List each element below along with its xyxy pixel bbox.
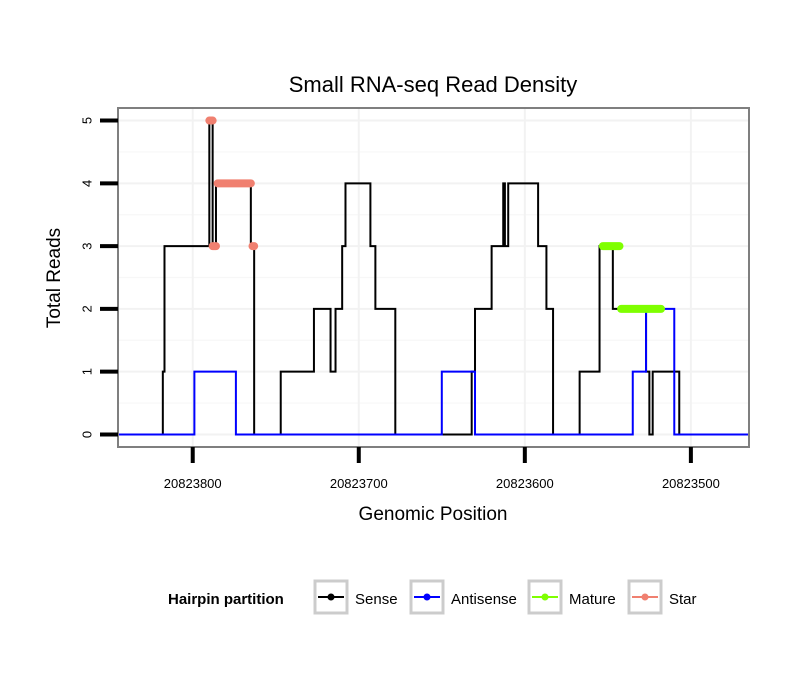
x-tick-label: 20823700 bbox=[330, 476, 388, 491]
legend-label: Mature bbox=[569, 591, 616, 608]
series-layer bbox=[118, 116, 749, 436]
y-tick-label: 2 bbox=[80, 305, 95, 312]
x-tick-label: 20823500 bbox=[662, 476, 720, 491]
y-tick-label: 3 bbox=[80, 242, 95, 249]
legend-item-mature: Mature bbox=[527, 579, 616, 615]
legend-item-antisense: Antisense bbox=[409, 579, 517, 615]
legend-label: Sense bbox=[355, 591, 398, 608]
plot-border bbox=[117, 107, 750, 448]
legend: Hairpin partition Sense Antisense Mature St… bbox=[168, 579, 697, 615]
legend-key-dot bbox=[423, 593, 431, 601]
x-axis-title: Genomic Position bbox=[359, 504, 508, 525]
legend-key-dot bbox=[541, 593, 549, 601]
y-tick-label: 1 bbox=[80, 368, 95, 375]
x-tick-label: 20823600 bbox=[496, 476, 554, 491]
x-tick-label: 20823800 bbox=[164, 476, 222, 491]
chart-title: Small RNA-seq Read Density bbox=[289, 72, 578, 97]
legend-item-star: Star bbox=[627, 579, 697, 615]
y-tick-label: 5 bbox=[80, 117, 95, 124]
legend-key-dot bbox=[641, 593, 649, 601]
y-tick-label: 0 bbox=[80, 431, 95, 438]
axes: 0 1 2 3 4 5 20823800 20823700 20823600 20823500 bbox=[80, 107, 750, 491]
legend-key-dot bbox=[327, 593, 335, 601]
y-axis-title: Total Reads bbox=[44, 228, 65, 328]
legend-label: Antisense bbox=[451, 591, 517, 608]
legend-label: Star bbox=[669, 591, 697, 608]
legend-title: Hairpin partition bbox=[168, 591, 284, 608]
legend-item-sense: Sense bbox=[313, 579, 398, 615]
y-tick-label: 4 bbox=[80, 180, 95, 187]
